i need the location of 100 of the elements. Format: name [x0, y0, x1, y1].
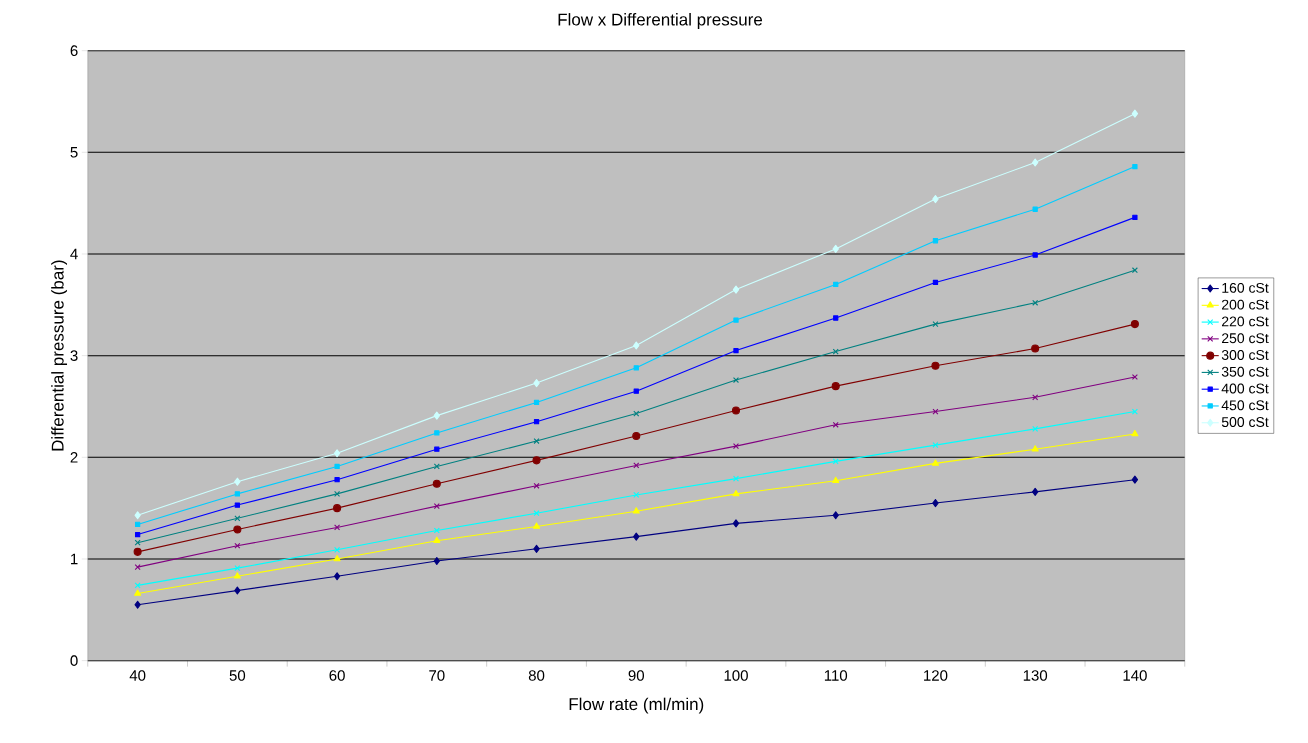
point [1131, 373, 1138, 381]
y-tick-label: 0 [70, 655, 78, 666]
point [732, 475, 740, 482]
point [832, 511, 839, 520]
point [931, 361, 940, 370]
point [532, 456, 541, 465]
legend-label: 400 cSt [1221, 383, 1269, 394]
point [932, 321, 939, 328]
point [333, 449, 341, 458]
point [932, 279, 939, 286]
point [134, 511, 141, 520]
point [932, 238, 939, 244]
point [234, 542, 241, 549]
point [732, 519, 740, 528]
point [433, 556, 440, 566]
legend-label: 220 cSt [1222, 316, 1269, 327]
point [1032, 252, 1038, 258]
point [732, 443, 740, 450]
point [633, 410, 640, 417]
x-tick-label: 50 [229, 670, 246, 681]
point [832, 244, 839, 253]
legend-label: 300 cSt [1221, 349, 1269, 360]
point [832, 348, 839, 355]
point [1032, 299, 1039, 306]
y-tick-label: 3 [70, 350, 78, 361]
point [234, 491, 241, 497]
point [733, 347, 739, 354]
point [832, 476, 840, 483]
point [1032, 158, 1039, 167]
point [1131, 408, 1138, 415]
point [234, 515, 241, 522]
point [931, 459, 940, 466]
point [434, 446, 440, 452]
point [234, 565, 241, 572]
point [434, 430, 440, 436]
point [1032, 394, 1039, 401]
x-axis-title: Flow rate (ml/min) [569, 697, 704, 714]
point [1031, 344, 1040, 353]
point [833, 281, 839, 288]
x-tick-label: 120 [924, 670, 948, 681]
point [533, 379, 540, 388]
point [233, 572, 241, 579]
legend-label: 350 cSt [1221, 366, 1269, 377]
legend-label: 450 cSt [1221, 400, 1269, 411]
point [833, 315, 839, 321]
point [633, 341, 640, 350]
point [533, 544, 540, 553]
point [233, 525, 242, 534]
x-tick-label: 140 [1123, 670, 1147, 681]
point [1132, 214, 1138, 221]
point [134, 531, 141, 538]
point [333, 572, 341, 581]
point [134, 521, 141, 528]
point [133, 547, 142, 556]
point [1131, 429, 1139, 437]
point [234, 477, 241, 486]
point [1132, 163, 1138, 170]
x-tick-label: 80 [528, 670, 545, 681]
point [832, 458, 839, 465]
point [633, 532, 640, 541]
point [234, 502, 241, 508]
point [731, 406, 741, 415]
point [234, 586, 241, 595]
x-tick-label: 70 [429, 670, 445, 681]
x-tick-label: 100 [724, 670, 748, 681]
point [134, 600, 141, 609]
legend-label: 250 cSt [1222, 333, 1269, 344]
point [1031, 445, 1039, 452]
point [533, 510, 540, 517]
point [733, 317, 739, 323]
y-tick-label: 5 [70, 147, 78, 158]
point [633, 462, 640, 469]
legend-label: 200 cSt [1222, 299, 1269, 310]
legend-label: 160 cSt [1222, 282, 1269, 293]
point [134, 539, 141, 546]
point [932, 195, 939, 204]
point [532, 522, 541, 529]
point [632, 507, 640, 514]
point [732, 285, 740, 294]
x-tick-label: 90 [628, 670, 645, 681]
y-axis-title: Differential pressure (bar) [51, 260, 68, 451]
y-tick-label: 4 [70, 248, 78, 260]
point [831, 382, 840, 391]
point [533, 482, 540, 489]
y-tick-label: 6 [70, 45, 78, 56]
point [134, 564, 141, 571]
point [633, 365, 639, 371]
point [932, 442, 939, 449]
point [334, 524, 341, 531]
point [333, 504, 342, 513]
y-tick-label: 1 [71, 553, 78, 565]
point [334, 477, 340, 483]
point [632, 431, 641, 441]
chart-title: Flow x Differential pressure [558, 13, 763, 29]
point [1032, 206, 1038, 212]
point [134, 589, 142, 596]
point [334, 546, 341, 553]
point [433, 527, 440, 534]
point [333, 554, 341, 562]
point [1131, 267, 1138, 274]
